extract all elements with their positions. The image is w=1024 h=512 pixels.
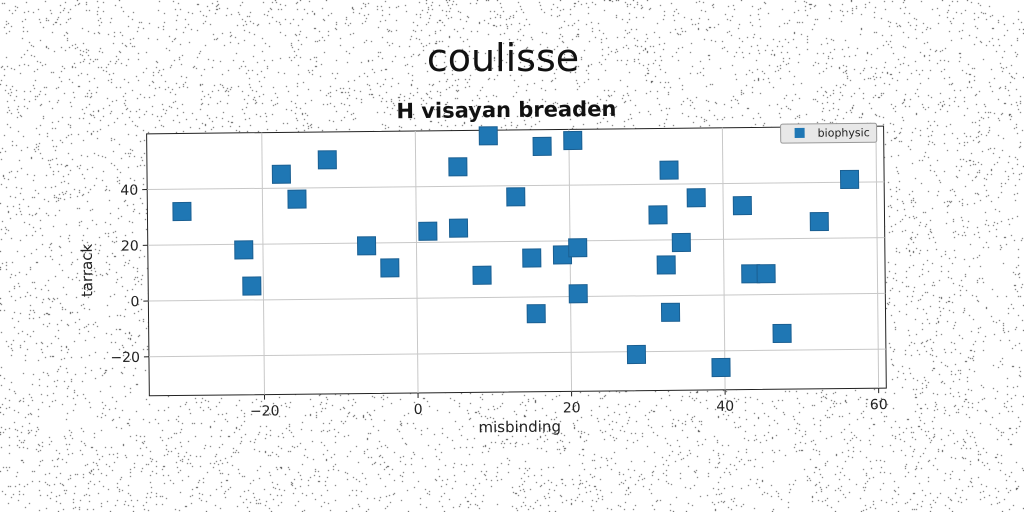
- data-point: [234, 240, 254, 260]
- x-grid-line: [414, 131, 419, 393]
- data-point: [660, 302, 681, 322]
- y-axis-label: tarrack: [78, 243, 97, 297]
- x-tick-label: 40: [716, 399, 734, 415]
- data-point: [448, 218, 469, 238]
- data-point: [732, 196, 752, 216]
- data-point: [526, 304, 546, 324]
- x-tick-label: 20: [563, 400, 581, 416]
- y-tick-label: 40: [120, 183, 138, 199]
- chart-area: H visayan breaden −20 0 20 40 60 −20 0 20 40 mis…: [78, 97, 888, 436]
- y-grid-line: [147, 237, 885, 246]
- y-tick-label: 20: [121, 238, 139, 254]
- data-point: [506, 187, 526, 207]
- chart-title: H visayan breaden: [396, 97, 616, 123]
- data-point: [418, 221, 438, 241]
- y-grid-line: [148, 292, 886, 302]
- data-point: [242, 276, 262, 296]
- data-point: [659, 160, 679, 180]
- data-point: [356, 236, 377, 256]
- data-point: [756, 264, 776, 284]
- data-point: [568, 238, 588, 258]
- data-point: [271, 164, 291, 184]
- data-point: [671, 232, 691, 253]
- legend: biophysic: [780, 122, 878, 144]
- data-point: [568, 284, 588, 304]
- data-point: [317, 150, 337, 170]
- data-point: [448, 157, 468, 177]
- legend-marker: [794, 127, 805, 139]
- data-point: [478, 126, 498, 146]
- x-axis-label: misbinding: [478, 417, 561, 436]
- x-grid-line: [721, 127, 726, 390]
- data-point: [839, 169, 860, 190]
- legend-label: biophysic: [818, 126, 870, 140]
- data-point: [380, 258, 400, 278]
- legend-box: [780, 122, 878, 144]
- y-tick-label: 0: [130, 294, 139, 310]
- x-grid-line: [261, 132, 265, 395]
- grid-lines: [147, 126, 886, 395]
- data-point: [809, 211, 829, 232]
- data-point: [686, 188, 706, 208]
- data-point: [522, 248, 542, 268]
- data-point: [563, 130, 583, 151]
- data-point: [656, 255, 676, 275]
- x-tick-label: 60: [870, 397, 888, 413]
- data-point: [648, 205, 668, 225]
- x-tick-label: −20: [250, 403, 280, 419]
- data-point: [287, 189, 307, 209]
- data-point: [711, 357, 731, 378]
- data-point: [772, 323, 792, 344]
- data-points: [172, 126, 860, 378]
- data-point: [172, 201, 192, 222]
- y-grid-line: [148, 348, 886, 358]
- y-grid-line: [147, 181, 885, 191]
- data-point: [472, 265, 492, 285]
- figure-title: coulisse: [427, 36, 579, 80]
- x-tick-label: 0: [414, 402, 423, 418]
- data-point: [532, 136, 552, 157]
- y-tick-label: −20: [110, 350, 140, 366]
- x-grid-line: [875, 126, 880, 389]
- data-point: [626, 344, 647, 365]
- axis-ticks: −20 0 20 40 60 −20 0 20 40: [110, 183, 888, 420]
